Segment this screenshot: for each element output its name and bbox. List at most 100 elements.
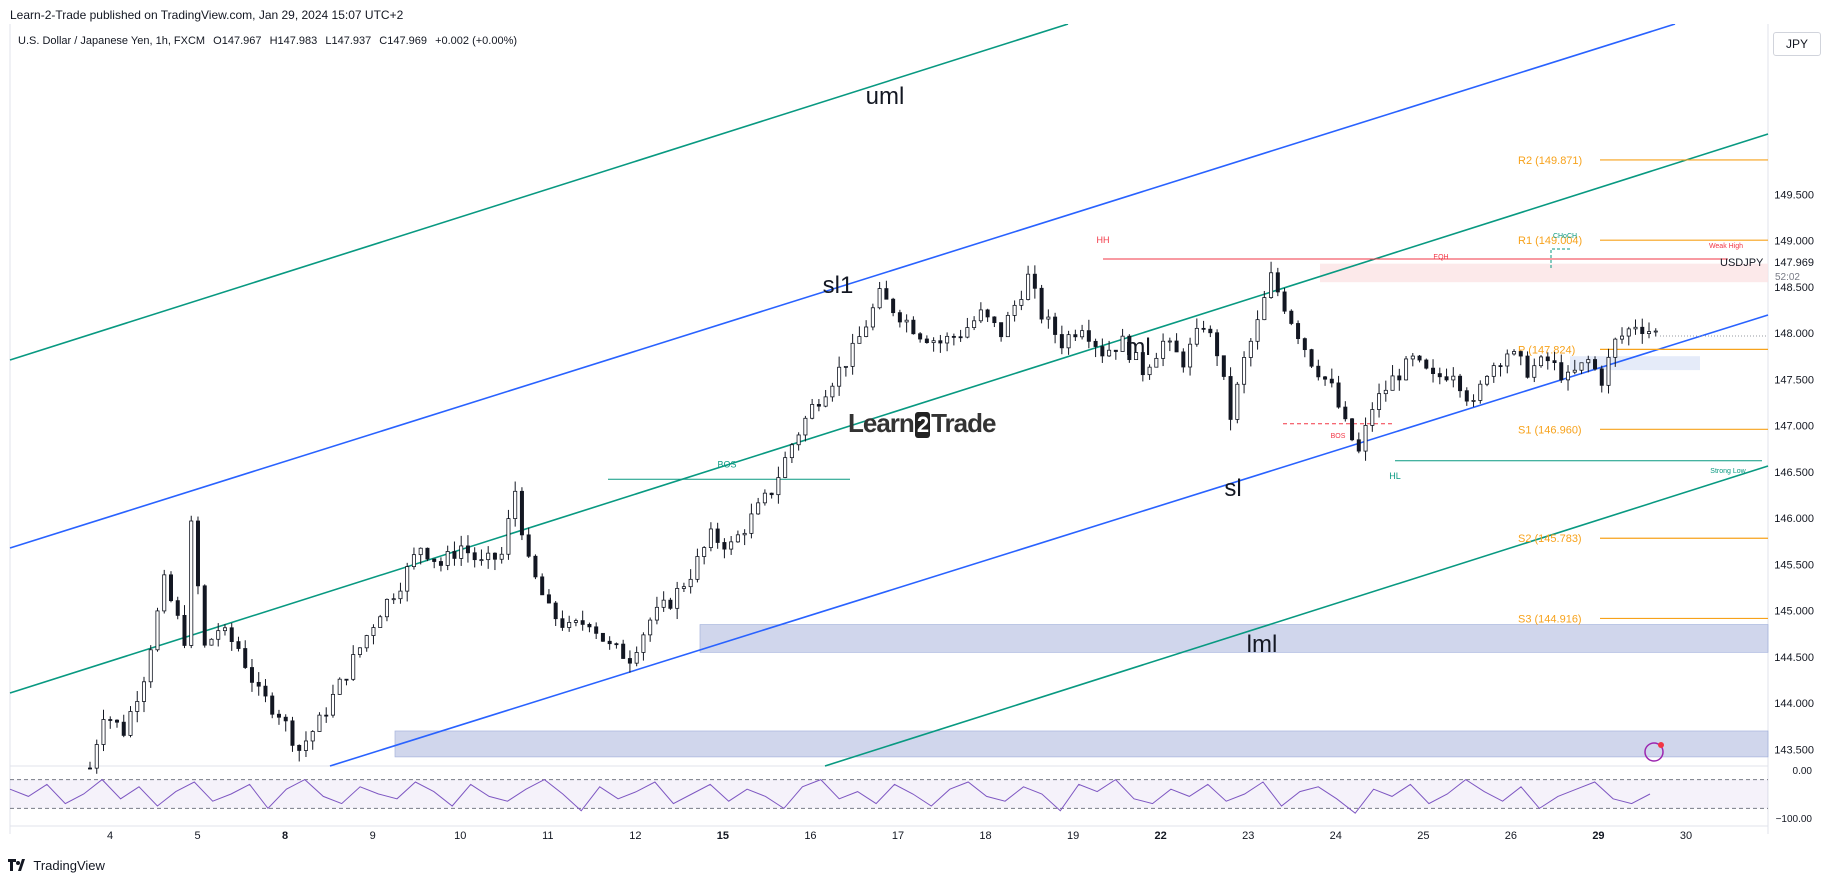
candle-body bbox=[897, 312, 902, 323]
candle-body bbox=[972, 320, 977, 328]
price-tick-label: 145.000 bbox=[1774, 606, 1814, 618]
candle-body bbox=[1019, 299, 1024, 306]
candle-body bbox=[88, 767, 93, 770]
candle bbox=[135, 691, 140, 723]
candle bbox=[1235, 381, 1240, 424]
candle-body bbox=[452, 551, 457, 559]
candle-body bbox=[641, 634, 646, 653]
candle-body bbox=[141, 681, 146, 702]
candle-body bbox=[1296, 323, 1301, 340]
pivot-label: S1 (146.960) bbox=[1518, 424, 1582, 436]
candle-body bbox=[688, 578, 693, 588]
candle-body bbox=[762, 492, 767, 504]
candle bbox=[614, 642, 619, 649]
symbol-title[interactable]: U.S. Dollar / Japanese Yen, 1h, FXCM bbox=[18, 35, 206, 47]
candle-body bbox=[1302, 338, 1307, 351]
weak-high-label: Weak High bbox=[1709, 243, 1743, 250]
candle bbox=[182, 605, 187, 649]
candle bbox=[1626, 326, 1631, 346]
candle bbox=[1242, 351, 1247, 394]
candle-body bbox=[405, 566, 410, 592]
candle-body bbox=[931, 340, 936, 344]
time-tick-label: 9 bbox=[370, 830, 376, 842]
candle bbox=[924, 335, 929, 344]
candle-body bbox=[351, 654, 356, 680]
candle bbox=[1323, 375, 1328, 386]
candle-body bbox=[357, 647, 362, 655]
supply-demand-zone bbox=[1320, 263, 1768, 283]
candle-body bbox=[148, 649, 153, 683]
candle bbox=[938, 334, 943, 353]
candle-body bbox=[1437, 373, 1442, 378]
candle-body bbox=[600, 632, 605, 642]
candle bbox=[837, 356, 842, 396]
candle-body bbox=[1080, 330, 1085, 338]
candle-body bbox=[499, 553, 504, 560]
candle-body bbox=[1309, 349, 1314, 367]
candle-body bbox=[459, 545, 464, 559]
hl-label: HL bbox=[1389, 471, 1401, 481]
candle bbox=[945, 332, 950, 352]
candle-body bbox=[904, 319, 909, 323]
candle-body bbox=[1242, 357, 1247, 385]
candle bbox=[1080, 324, 1085, 340]
candle-countdown: 52:02 bbox=[1775, 272, 1800, 283]
pivot-label: R1 (149.004) bbox=[1518, 235, 1582, 247]
candle bbox=[1383, 380, 1388, 402]
time-tick-label: 30 bbox=[1680, 830, 1692, 842]
candle-body bbox=[1188, 343, 1193, 368]
candle-body bbox=[216, 630, 221, 640]
candle bbox=[1518, 350, 1523, 366]
candle-body bbox=[756, 502, 761, 515]
candle-body bbox=[195, 520, 200, 587]
candle bbox=[357, 647, 362, 658]
candle-body bbox=[479, 559, 484, 562]
candle-body bbox=[567, 622, 572, 628]
strong-low-label: Strong Low bbox=[1710, 468, 1746, 475]
candle-body bbox=[229, 627, 234, 643]
candle-body bbox=[722, 542, 727, 550]
channel-line-uml bbox=[9, 24, 1069, 361]
rsi-tick-label: −100.00 bbox=[1776, 814, 1813, 825]
candle-body bbox=[742, 532, 747, 536]
candle-body bbox=[816, 404, 821, 407]
candle-body bbox=[1059, 334, 1064, 349]
candle bbox=[256, 672, 261, 696]
candle-body bbox=[1167, 340, 1172, 343]
eqh-label: EQH bbox=[1433, 254, 1448, 261]
candle bbox=[708, 522, 713, 552]
candle bbox=[222, 624, 227, 636]
candle bbox=[1181, 348, 1186, 373]
candle-body bbox=[695, 556, 700, 580]
candle bbox=[1215, 329, 1220, 366]
tradingview-footer[interactable]: TradingView bbox=[8, 858, 105, 874]
candle bbox=[121, 714, 126, 738]
candle bbox=[654, 596, 659, 625]
candle-body bbox=[1140, 352, 1145, 376]
last-price-symbol: USDJPY bbox=[1720, 257, 1764, 269]
candle bbox=[128, 706, 133, 738]
candle bbox=[850, 333, 855, 375]
candle-body bbox=[364, 635, 369, 649]
candle-body bbox=[371, 627, 376, 636]
channel-label-sl: sl bbox=[1224, 475, 1241, 502]
candle bbox=[702, 546, 707, 565]
candle bbox=[1107, 340, 1112, 357]
candle bbox=[384, 598, 389, 622]
candle-body bbox=[492, 552, 497, 560]
candle bbox=[877, 281, 882, 310]
candle-body bbox=[324, 714, 329, 717]
candle-body bbox=[1316, 365, 1321, 378]
currency-button[interactable]: JPY bbox=[1773, 32, 1821, 56]
candle-body bbox=[553, 602, 558, 620]
candle-body bbox=[1221, 355, 1226, 377]
candle bbox=[1559, 354, 1564, 383]
candle bbox=[648, 617, 653, 642]
candle bbox=[452, 541, 457, 566]
candle bbox=[1370, 402, 1375, 432]
candle-body bbox=[661, 599, 666, 608]
price-tick-label: 148.500 bbox=[1774, 282, 1814, 294]
alert-dot-icon bbox=[1658, 742, 1664, 748]
candle-body bbox=[1323, 376, 1328, 380]
